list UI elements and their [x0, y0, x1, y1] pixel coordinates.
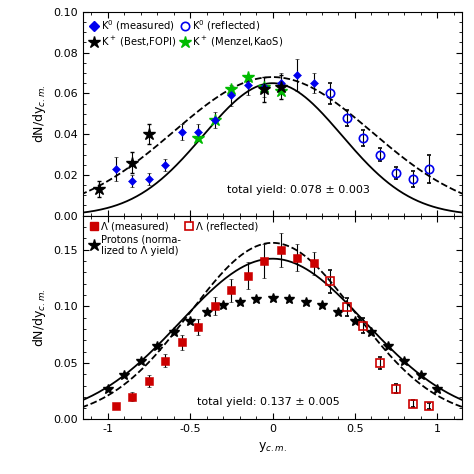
Legend: Λ (measured), Protons (norma-
lized to Λ yield), Λ (reflected): Λ (measured), Protons (norma- lized to Λ… — [88, 221, 259, 257]
Y-axis label: dN/dy$_{c.m.}$: dN/dy$_{c.m.}$ — [31, 84, 48, 143]
X-axis label: y$_{c.m.}$: y$_{c.m.}$ — [258, 440, 287, 454]
Text: total yield: 0.137 ± 0.005: total yield: 0.137 ± 0.005 — [197, 397, 339, 407]
Y-axis label: dN/dy$_{c.m.}$: dN/dy$_{c.m.}$ — [31, 288, 48, 347]
Text: total yield: 0.078 ± 0.003: total yield: 0.078 ± 0.003 — [227, 185, 370, 195]
Legend: K$^0$ (measured), K$^+$ (Best,FOPI), K$^0$ (reflected), K$^+$ (Menzel,KaoS): K$^0$ (measured), K$^+$ (Best,FOPI), K$^… — [88, 17, 284, 50]
